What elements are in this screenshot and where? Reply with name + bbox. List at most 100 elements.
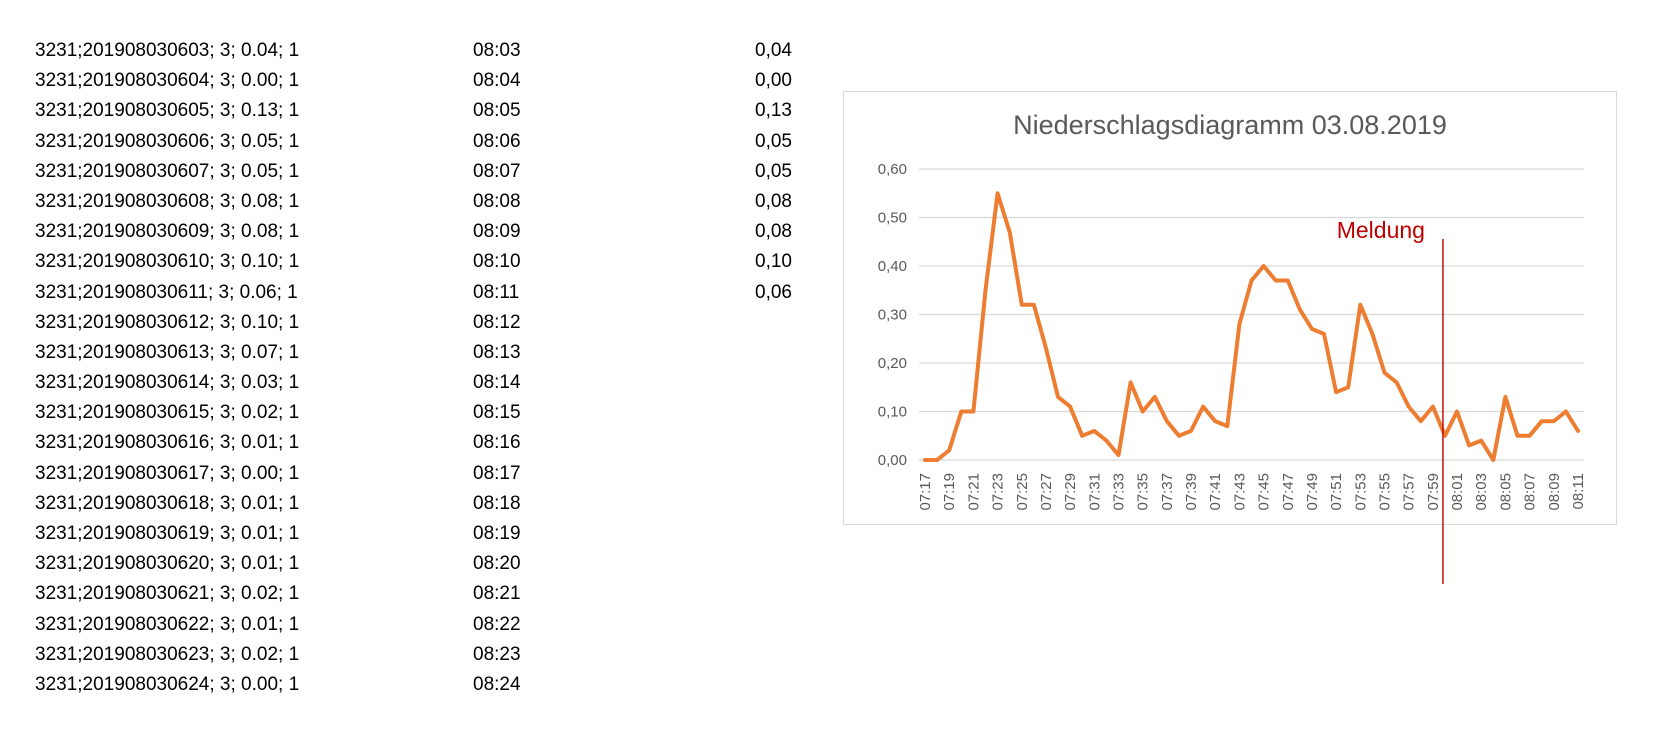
table-row: 3231;201908030604; 3; 0.00; 1 08:04 0,00: [0, 66, 820, 96]
time-cell: 08:08: [473, 190, 521, 212]
value-cell: 0,08: [755, 221, 792, 243]
x-tick-label: 07:45: [1256, 473, 1273, 511]
y-tick-label: 0,30: [878, 307, 907, 324]
time-cell: 08:11: [473, 281, 520, 303]
table-row: 3231;201908030608; 3; 0.08; 1 08:08 0,08: [0, 187, 820, 217]
table-row: 3231;201908030623; 3; 0.02; 1 08:23: [0, 640, 820, 670]
x-tick-label: 07:43: [1231, 473, 1248, 511]
table-row: 3231;201908030617; 3; 0.00; 1 08:17: [0, 459, 820, 489]
table-row: 3231;201908030620; 3; 0.01; 1 08:20: [0, 549, 820, 579]
table-row: 3231;201908030607; 3; 0.05; 1 08:07 0,05: [0, 157, 820, 187]
raw-record-cell: 3231;201908030616; 3; 0.01; 1: [35, 432, 300, 454]
value-cell: 0,04: [755, 40, 792, 61]
time-cell: 08:20: [473, 553, 521, 575]
time-cell: 08:18: [473, 492, 521, 514]
table-row: 3231;201908030618; 3; 0.01; 1 08:18: [0, 489, 820, 519]
x-tick-label: 07:55: [1377, 473, 1394, 511]
table-row: 3231;201908030609; 3; 0.08; 1 08:09 0,08: [0, 217, 820, 247]
x-tick-label: 08:09: [1546, 473, 1563, 511]
value-cell: 0,08: [755, 190, 792, 212]
time-cell: 08:05: [473, 100, 521, 122]
raw-record-cell: 3231;201908030606; 3; 0.05; 1: [35, 130, 300, 152]
x-tick-label: 07:35: [1135, 473, 1152, 511]
time-cell: 08:10: [473, 251, 521, 273]
x-tick-label: 07:23: [990, 473, 1007, 511]
value-cell: 0,10: [755, 251, 792, 273]
y-tick-label: 0,00: [878, 452, 907, 469]
raw-record-cell: 3231;201908030613; 3; 0.07; 1: [35, 341, 300, 363]
y-tick-label: 0,50: [878, 210, 907, 227]
table-row: 3231;201908030603; 3; 0.04; 1 08:03 0,04: [0, 36, 820, 66]
value-cell: 0,05: [755, 130, 792, 152]
y-tick-label: 0,40: [878, 258, 907, 275]
y-tick-label: 0,60: [878, 161, 907, 178]
raw-record-cell: 3231;201908030603; 3; 0.04; 1: [35, 40, 300, 61]
x-tick-label: 08:05: [1497, 473, 1514, 511]
x-tick-label: 08:07: [1522, 473, 1539, 511]
time-cell: 08:13: [473, 341, 521, 363]
value-cell: 0,06: [755, 281, 792, 303]
raw-record-cell: 3231;201908030610; 3; 0.10; 1: [35, 251, 300, 273]
raw-record-cell: 3231;201908030614; 3; 0.03; 1: [35, 372, 300, 394]
raw-record-cell: 3231;201908030605; 3; 0.13; 1: [35, 100, 300, 122]
table-row: 3231;201908030615; 3; 0.02; 1 08:15: [0, 398, 820, 428]
annotation-label: Meldung: [1337, 217, 1425, 243]
series-line: [923, 191, 1580, 462]
x-tick-label: 07:51: [1328, 473, 1345, 511]
x-tick-label: 07:41: [1207, 473, 1224, 511]
table-row: 3231;201908030621; 3; 0.02; 1 08:21: [0, 579, 820, 609]
value-cell: 0,00: [755, 70, 792, 92]
x-tick-label: 08:11: [1570, 473, 1587, 509]
time-cell: 08:22: [473, 613, 521, 635]
raw-record-cell: 3231;201908030617; 3; 0.00; 1: [35, 462, 300, 484]
raw-record-cell: 3231;201908030623; 3; 0.02; 1: [35, 643, 300, 665]
table-row: 3231;201908030619; 3; 0.01; 1 08:19: [0, 519, 820, 549]
x-tick-label: 07:25: [1014, 473, 1031, 511]
time-cell: 08:14: [473, 372, 521, 394]
x-tick-label: 07:49: [1304, 473, 1321, 511]
x-tick-label: 07:33: [1111, 473, 1128, 511]
time-cell: 08:24: [473, 673, 521, 695]
x-tick-label: 07:29: [1062, 473, 1079, 511]
raw-record-cell: 3231;201908030611; 3; 0.06; 1: [35, 281, 298, 303]
table-row: 3231;201908030616; 3; 0.01; 1 08:16: [0, 428, 820, 458]
y-tick-label: 0,20: [878, 355, 907, 372]
raw-record-cell: 3231;201908030621; 3; 0.02; 1: [35, 583, 300, 605]
raw-record-cell: 3231;201908030618; 3; 0.01; 1: [35, 492, 300, 514]
table-row: 3231;201908030611; 3; 0.06; 1 08:11 0,06: [0, 278, 820, 308]
table-row: 3231;201908030613; 3; 0.07; 1 08:13: [0, 338, 820, 368]
raw-record-cell: 3231;201908030619; 3; 0.01; 1: [35, 523, 300, 544]
raw-record-cell: 3231;201908030608; 3; 0.08; 1: [35, 190, 300, 212]
table-row: 3231;201908030614; 3; 0.03; 1 08:14: [0, 368, 820, 398]
table-row: 3231;201908030606; 3; 0.05; 1 08:06 0,05: [0, 127, 820, 157]
x-tick-label: 07:57: [1401, 473, 1418, 511]
time-cell: 08:19: [473, 523, 521, 544]
time-cell: 08:07: [473, 160, 521, 182]
chart-title: Niederschlagsdiagramm 03.08.2019: [1013, 110, 1447, 140]
time-cell: 08:21: [473, 583, 521, 605]
table-row: 3231;201908030610; 3; 0.10; 1 08:10 0,10: [0, 247, 820, 277]
value-cell: 0,13: [755, 100, 792, 122]
x-tick-label: 07:59: [1425, 473, 1442, 511]
raw-record-cell: 3231;201908030620; 3; 0.01; 1: [35, 553, 300, 575]
x-tick-label: 07:27: [1038, 473, 1055, 511]
x-tick-label: 07:19: [941, 473, 958, 511]
table-row: 3231;201908030624; 3; 0.00; 1 08:24: [0, 670, 820, 700]
data-table: 3231;201908030603; 3; 0.04; 1 08:03 0,04 32…: [0, 36, 820, 700]
x-tick-label: 07:17: [917, 473, 934, 511]
raw-record-cell: 3231;201908030609; 3; 0.08; 1: [35, 221, 300, 243]
x-tick-label: 07:31: [1086, 473, 1103, 511]
value-cell: 0,05: [755, 160, 792, 182]
raw-record-cell: 3231;201908030622; 3; 0.01; 1: [35, 613, 300, 635]
time-cell: 08:12: [473, 311, 521, 333]
x-tick-label: 08:01: [1449, 473, 1466, 511]
y-tick-label: 0,10: [878, 404, 907, 421]
time-cell: 08:06: [473, 130, 521, 152]
x-tick-label: 07:37: [1159, 473, 1176, 511]
table-row: 3231;201908030605; 3; 0.13; 1 08:05 0,13: [0, 96, 820, 126]
table-row: 3231;201908030612; 3; 0.10; 1 08:12: [0, 308, 820, 338]
x-tick-label: 07:47: [1280, 473, 1297, 511]
raw-record-cell: 3231;201908030607; 3; 0.05; 1: [35, 160, 300, 182]
x-tick-label: 07:21: [965, 473, 982, 511]
table-row: 3231;201908030622; 3; 0.01; 1 08:22: [0, 610, 820, 640]
